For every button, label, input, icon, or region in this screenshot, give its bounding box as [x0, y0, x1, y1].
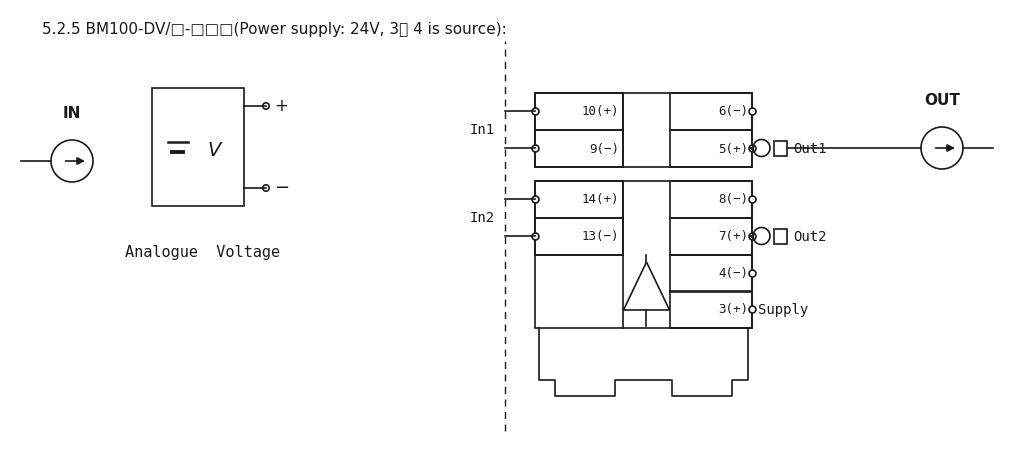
Text: 10(+): 10(+) [581, 105, 619, 118]
Text: 6(−): 6(−) [718, 105, 748, 118]
Text: OUT: OUT [925, 92, 960, 107]
Bar [535, 181, 752, 328]
Text: Out2: Out2 [793, 230, 826, 244]
Bar [535, 181, 623, 218]
Text: In2: In2 [469, 211, 495, 225]
Bar [535, 130, 623, 167]
Bar [535, 218, 623, 255]
Bar [670, 218, 752, 255]
Text: IN: IN [63, 105, 81, 120]
Text: 3(+): 3(+) [718, 303, 748, 316]
Text: +: + [274, 97, 288, 115]
Text: −: − [274, 179, 290, 197]
Text: 5.2.5 BM100-DV/□-□□□(Power supply: 24V, 3、 4 is source):: 5.2.5 BM100-DV/□-□□□(Power supply: 24V, … [42, 22, 507, 37]
Text: Analogue  Voltage: Analogue Voltage [125, 244, 280, 259]
Bar [670, 255, 752, 292]
Text: 9(−): 9(−) [589, 142, 619, 155]
Bar [774, 141, 787, 156]
Text: 14(+): 14(+) [581, 193, 619, 206]
Bar [535, 93, 752, 167]
Text: 8(−): 8(−) [718, 193, 748, 206]
Text: 5(+): 5(+) [718, 142, 748, 155]
Text: 4(−): 4(−) [718, 267, 748, 280]
Bar [152, 89, 244, 207]
Bar [670, 291, 752, 328]
Text: 13(−): 13(−) [581, 230, 619, 243]
Text: In1: In1 [469, 123, 495, 137]
Text: Out1: Out1 [793, 142, 826, 156]
Bar [774, 229, 787, 244]
Text: V: V [207, 141, 220, 160]
Text: 7(+): 7(+) [718, 230, 748, 243]
Bar [670, 130, 752, 167]
Bar [670, 93, 752, 130]
Bar [535, 93, 623, 130]
Text: Supply: Supply [758, 302, 809, 316]
Bar [670, 181, 752, 218]
